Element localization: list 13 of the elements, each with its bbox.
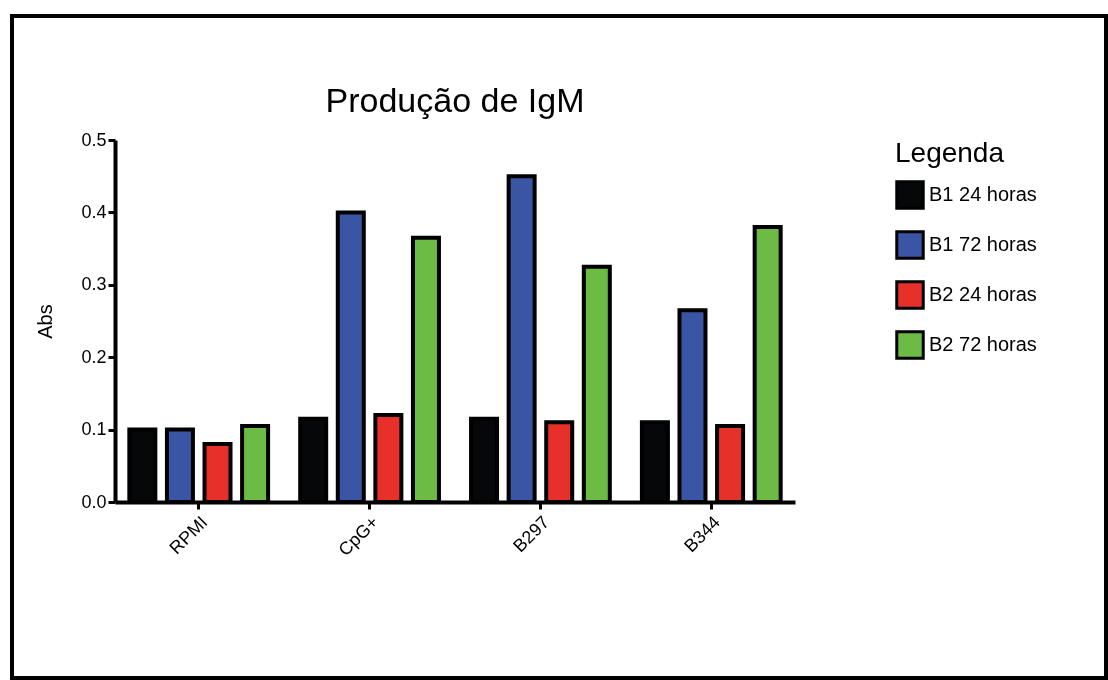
y-tick-label: 0.1	[81, 419, 107, 440]
y-tick-label: 0.2	[81, 346, 107, 367]
legend-label: B2 24 horas	[929, 283, 1037, 305]
y-tick-label: 0.3	[81, 274, 107, 295]
y-tick-label: 0.5	[81, 129, 107, 150]
chart-title: Produção de IgM	[325, 81, 585, 119]
y-tick-label: 0.4	[81, 201, 107, 222]
y-tick-label: 0.0	[81, 491, 107, 512]
legend-label: B1 24 horas	[929, 183, 1037, 205]
legend-label: B2 72 horas	[929, 333, 1037, 355]
legend-label: B1 72 horas	[929, 233, 1037, 255]
y-axis-title: Abs	[34, 304, 57, 339]
legend-title: Legenda	[895, 137, 1005, 168]
